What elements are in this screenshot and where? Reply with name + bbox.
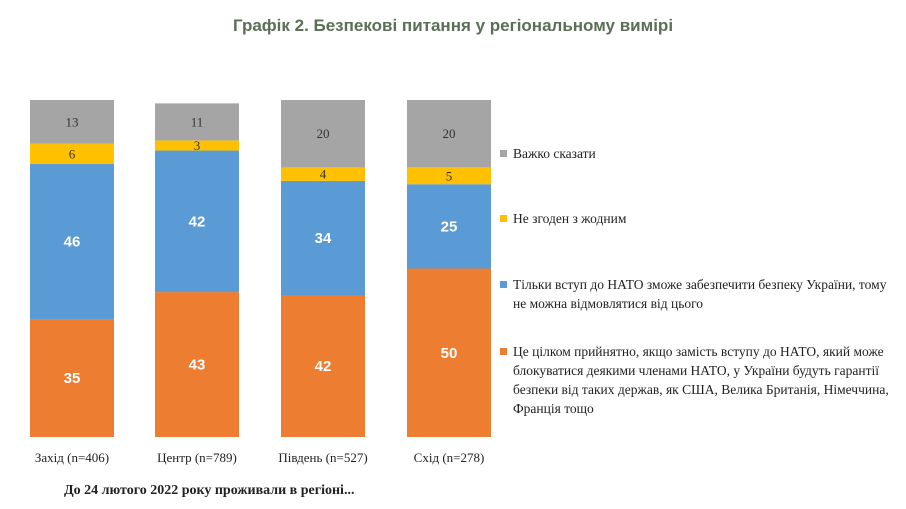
bar-segment-s3-c1	[155, 103, 239, 141]
category-label-2: Південь (n=527)	[278, 450, 367, 465]
data-label-s1-c2: 34	[315, 230, 332, 247]
legend-swatch-2	[500, 215, 507, 222]
category-label-1: Центр (n=789)	[157, 450, 237, 465]
data-label-s2-c2: 4	[320, 167, 327, 182]
legend-label-2: Не згоден з жодним	[513, 211, 627, 226]
data-label-s1-c1: 42	[189, 213, 206, 230]
bar-segment-s0-c1	[155, 292, 239, 437]
bar-segment-s2-c3	[407, 167, 491, 185]
data-label-s3-c3: 20	[443, 126, 456, 141]
bar-segment-s1-c0	[30, 164, 114, 320]
data-label-s3-c0: 13	[66, 114, 79, 129]
data-label-s0-c2: 42	[315, 358, 332, 375]
category-label-3: Схід (n=278)	[414, 450, 485, 465]
data-label-s2-c3: 5	[446, 168, 453, 183]
bar-segment-s0-c0	[30, 319, 114, 437]
legend-swatch-1	[500, 281, 507, 288]
bar-segment-s1-c2	[281, 180, 365, 296]
bar-segment-s2-c2	[281, 167, 365, 181]
bar-segment-s0-c3	[407, 268, 491, 437]
legend-swatch-3	[500, 150, 507, 157]
legend-label-3: Важко сказати	[513, 146, 596, 161]
category-label-0: Захід (n=406)	[35, 450, 109, 465]
x-axis-title: До 24 лютого 2022 року проживали в регіо…	[64, 483, 355, 498]
bar-segment-s0-c2	[281, 295, 365, 437]
bar-segment-s2-c1	[155, 140, 239, 151]
chart-title: Графік 2. Безпекові питання у регіональн…	[232, 16, 674, 35]
data-label-s0-c1: 43	[189, 357, 206, 374]
bar-segment-s2-c0	[30, 143, 114, 165]
data-label-s0-c3: 50	[441, 345, 458, 362]
data-label-s3-c1: 11	[191, 114, 204, 129]
data-label-s1-c3: 25	[441, 218, 458, 235]
bar-segment-s1-c1	[155, 150, 239, 293]
legend-item-3: Важко сказати	[500, 144, 890, 163]
bar-segment-s3-c3	[407, 100, 491, 168]
legend-item-2: Не згоден з жодним	[500, 209, 890, 228]
data-label-s1-c0: 46	[64, 234, 81, 251]
data-label-s2-c0: 6	[69, 146, 76, 161]
legend-item-0: Це цілком прийнятно, якщо замість вступу…	[500, 342, 890, 418]
legend-label-1: Тільки вступ до НАТО зможе забезпечити б…	[513, 277, 887, 311]
legend-item-1: Тільки вступ до НАТО зможе забезпечити б…	[500, 275, 890, 313]
data-label-s2-c1: 3	[194, 138, 201, 153]
bar-segment-s1-c3	[407, 184, 491, 269]
data-label-s3-c2: 20	[317, 126, 330, 141]
legend-swatch-0	[500, 348, 507, 355]
data-label-s0-c0: 35	[64, 370, 81, 387]
legend-label-0: Це цілком прийнятно, якщо замість вступу…	[513, 344, 889, 416]
bar-segment-s3-c0	[30, 100, 114, 144]
bar-segment-s3-c2	[281, 100, 365, 168]
